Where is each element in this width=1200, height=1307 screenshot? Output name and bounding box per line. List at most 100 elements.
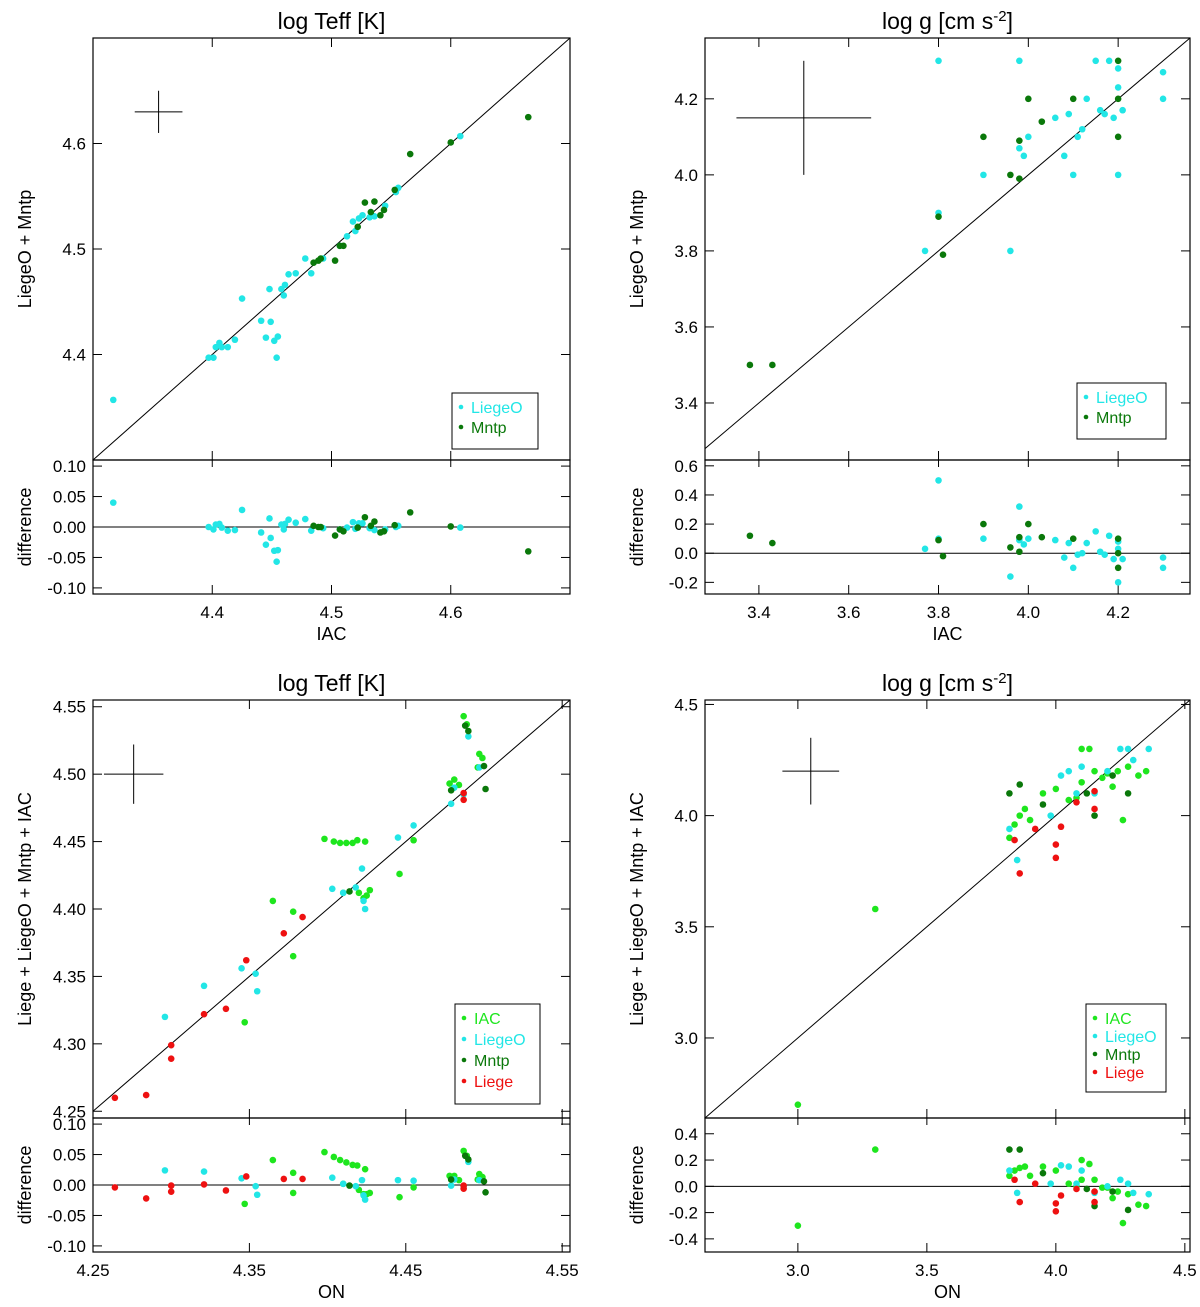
difference-point-liegeo — [1083, 539, 1091, 547]
difference-point-mntp — [354, 524, 362, 531]
data-point-liegeo — [109, 396, 117, 404]
legend-marker-iac — [1092, 1015, 1098, 1021]
data-point-liegeo — [266, 285, 273, 293]
y-tick-label: 4.25 — [53, 1102, 86, 1121]
y-tick-label: 3.5 — [674, 918, 698, 937]
chart-title: log Teff [K] — [278, 670, 386, 696]
chart-title-main: log g [cm s — [882, 670, 993, 696]
difference-point-mntp — [935, 536, 942, 544]
data-point-iac — [330, 838, 338, 845]
data-point-mntp — [1007, 171, 1014, 179]
difference-point-iac — [1011, 1167, 1018, 1174]
difference-point-liegeo — [1065, 1163, 1073, 1170]
legend-label-mntp: Mntp — [471, 420, 507, 437]
difference-y-tick-label: -0.05 — [47, 548, 86, 567]
data-point-liegeo — [1078, 125, 1086, 133]
difference-point-liegeo — [1104, 1183, 1111, 1190]
y-tick-label: 3.6 — [674, 318, 698, 337]
data-point-mntp — [346, 888, 353, 895]
x-tick-label: 4.5 — [320, 603, 344, 622]
data-point-liege — [142, 1091, 150, 1099]
difference-point-iac — [1098, 1184, 1106, 1191]
y-tick-label: 4.4 — [62, 346, 86, 365]
data-point-iac — [289, 908, 297, 915]
difference-y-tick-label: -0.4 — [669, 1230, 698, 1249]
difference-point-liege — [167, 1182, 175, 1189]
data-point-liegeo — [1096, 106, 1104, 114]
difference-point-mntp — [482, 1189, 489, 1196]
difference-y-tick-label: 0.6 — [674, 457, 698, 476]
data-point-iac — [1052, 785, 1060, 793]
data-point-liege — [167, 1041, 175, 1049]
data-point-liegeo — [1104, 767, 1111, 775]
data-point-liegeo — [1105, 57, 1113, 65]
difference-point-liegeo — [292, 519, 300, 527]
legend-marker-liegeo — [458, 404, 464, 410]
difference-point-liegeo — [1117, 1176, 1124, 1184]
difference-point-iac — [1124, 1190, 1132, 1198]
difference-point-liegeo — [1092, 528, 1099, 535]
data-point-liegeo — [360, 897, 367, 905]
data-point-mntp — [354, 223, 362, 231]
data-point-mntp — [367, 208, 375, 216]
difference-point-liegeo — [1073, 1180, 1080, 1187]
data-point-liegeo — [1119, 106, 1126, 114]
difference-point-mntp — [1124, 1206, 1132, 1214]
difference-y-tick-label: -0.2 — [669, 1204, 698, 1223]
data-point-liege — [460, 796, 467, 804]
difference-point-liegeo — [358, 1176, 366, 1184]
data-point-liegeo — [1013, 856, 1021, 864]
data-point-liegeo — [205, 354, 212, 361]
data-point-mntp — [406, 150, 414, 158]
difference-plot-frame — [704, 1117, 1191, 1253]
panel-bottom-left-logteff-on: log Teff [K] Liege + LiegeO + Mntp + IAC… — [15, 670, 579, 1302]
difference-point-mntp — [391, 521, 399, 529]
y-tick-label: 4.35 — [53, 967, 86, 986]
difference-point-mntp — [1007, 544, 1014, 551]
difference-point-liegeo — [921, 545, 929, 553]
legend-marker-mntp — [1092, 1051, 1098, 1057]
chart-title-superscript: -2 — [993, 8, 1006, 25]
data-point-liege — [242, 956, 250, 964]
data-point-mntp — [1016, 175, 1023, 182]
data-point-liege — [1052, 841, 1060, 848]
data-point-liegeo — [1051, 114, 1059, 122]
legend-label-liegeo: LiegeO — [1096, 390, 1148, 407]
difference-axis-label: difference — [627, 1146, 647, 1225]
difference-point-liegeo — [1114, 579, 1122, 586]
difference-y-tick-label: 0.0 — [674, 1177, 698, 1196]
data-point-mntp — [380, 206, 388, 214]
data-point-liegeo — [1065, 110, 1073, 118]
y-tick-label: 4.5 — [674, 695, 698, 714]
data-point-iac — [396, 870, 403, 878]
difference-point-mntp — [346, 1182, 353, 1189]
difference-point-liegeo — [238, 506, 246, 514]
difference-point-liegeo — [224, 527, 232, 534]
difference-point-mntp — [1114, 564, 1122, 572]
data-point-iac — [289, 952, 297, 960]
panel-top-left-logteff-iac: log Teff [K] LiegeO + Mntp difference IA… — [15, 8, 571, 644]
difference-point-liegeo — [210, 526, 217, 533]
data-point-liegeo — [210, 354, 217, 361]
data-point-liege — [1052, 854, 1060, 862]
data-point-liegeo — [253, 987, 261, 995]
data-point-liegeo — [361, 905, 369, 913]
data-point-mntp — [447, 787, 455, 794]
difference-point-iac — [354, 1162, 361, 1169]
x-tick-label: 4.0 — [1017, 603, 1041, 622]
data-point-iac — [354, 836, 361, 844]
difference-point-mntp — [317, 523, 325, 531]
difference-point-liegeo — [1101, 551, 1108, 558]
difference-point-mntp — [380, 527, 388, 535]
difference-point-mntp — [1006, 1146, 1013, 1153]
chart-title-superscript: -2 — [993, 670, 1006, 687]
legend-box — [451, 392, 539, 450]
data-point-liege — [1091, 805, 1098, 813]
legend-marker-iac — [461, 1015, 467, 1021]
data-point-mntp — [1091, 812, 1098, 819]
difference-y-tick-label: 0.05 — [53, 488, 86, 507]
difference-point-mntp — [371, 518, 378, 525]
data-point-liegeo — [465, 733, 472, 740]
difference-point-liegeo — [1020, 541, 1028, 548]
data-point-mntp — [939, 251, 947, 259]
